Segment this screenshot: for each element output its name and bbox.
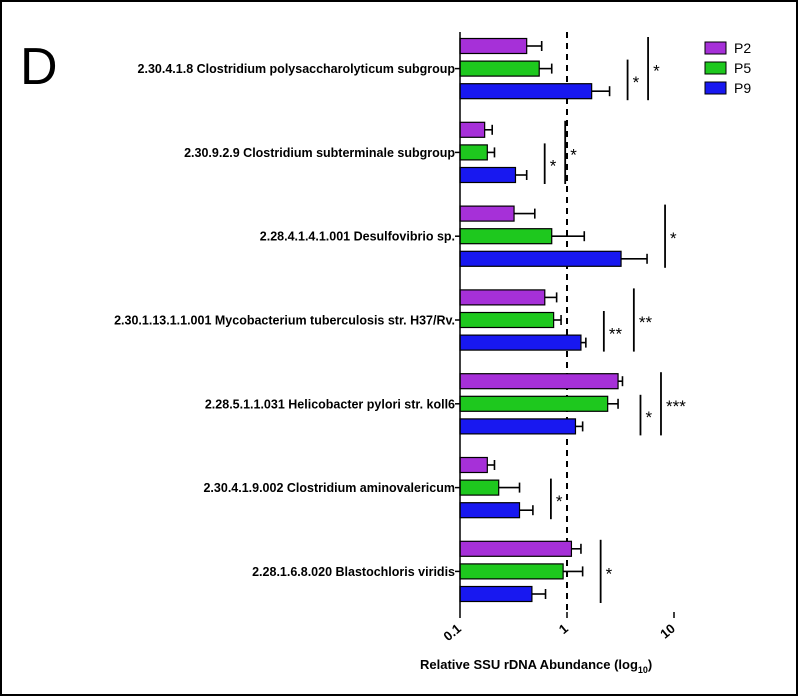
legend-label-p2: P2 <box>734 40 751 56</box>
x-axis-title-end: ) <box>648 657 652 672</box>
panel-letter: D <box>20 38 58 96</box>
bar-p5 <box>459 60 540 77</box>
bar-p9 <box>459 83 593 100</box>
x-axis-title-subscript: 10 <box>638 665 648 675</box>
legend-swatch-p9 <box>704 81 727 95</box>
bar-p2 <box>459 373 619 390</box>
bar-p9 <box>459 585 533 603</box>
bar-p5 <box>459 563 564 580</box>
significance-label: * <box>653 62 660 81</box>
legend-swatch-p2 <box>704 41 727 55</box>
bar-p2 <box>459 205 515 222</box>
category-label: 2.30.4.1.8 Clostridium polysaccharolytic… <box>138 62 456 76</box>
significance-label: ** <box>609 324 623 343</box>
x-tick-label: 1 <box>556 621 571 637</box>
bar-p5 <box>459 479 500 496</box>
legend-label-p5: P5 <box>734 60 751 76</box>
bar-p2 <box>459 456 488 474</box>
significance-label: * <box>633 73 640 92</box>
significance-label: * <box>570 145 577 164</box>
significance-label: * <box>645 408 652 427</box>
bar-p9 <box>459 334 582 351</box>
x-tick-label: 10 <box>657 621 678 642</box>
category-label: 2.28.1.6.8.020 Blastochloris viridis <box>252 565 455 579</box>
category-label: 2.28.5.1.1.031 Helicobacter pylori str. … <box>205 397 455 411</box>
category-label: 2.30.1.13.1.1.001 Mycobacterium tubercul… <box>114 314 455 328</box>
category-label: 2.30.9.2.9 Clostridium subterminale subg… <box>184 146 455 160</box>
category-label: 2.30.4.1.9.002 Clostridium aminovalericu… <box>203 481 455 495</box>
bar-p9 <box>459 250 622 267</box>
x-axis-title: Relative SSU rDNA Abundance (log10) <box>420 657 652 675</box>
bar-p2 <box>459 289 546 306</box>
bar-p9 <box>459 418 577 435</box>
legend: P2 P5 P9 <box>704 40 751 96</box>
bar-p9 <box>459 502 521 519</box>
bar-p2 <box>459 121 486 138</box>
significance-label: ** <box>639 313 653 332</box>
bar-p5 <box>459 395 609 412</box>
significance-label: *** <box>666 397 686 416</box>
bar-p5 <box>459 228 553 245</box>
bar-p2 <box>459 37 528 55</box>
significance-label: * <box>556 492 563 511</box>
bar-p2 <box>459 540 573 557</box>
bar-p9 <box>459 166 517 184</box>
x-tick-label: 0.1 <box>440 621 463 644</box>
legend-swatch-p5 <box>704 61 727 75</box>
category-label: 2.28.4.1.4.1.001 Desulfovibrio sp. <box>260 230 455 244</box>
significance-label: * <box>670 229 677 248</box>
significance-label: * <box>550 157 557 176</box>
legend-label-p9: P9 <box>734 80 751 96</box>
bar-p5 <box>459 311 555 329</box>
significance-label: * <box>606 564 613 583</box>
bar-p5 <box>459 144 488 161</box>
